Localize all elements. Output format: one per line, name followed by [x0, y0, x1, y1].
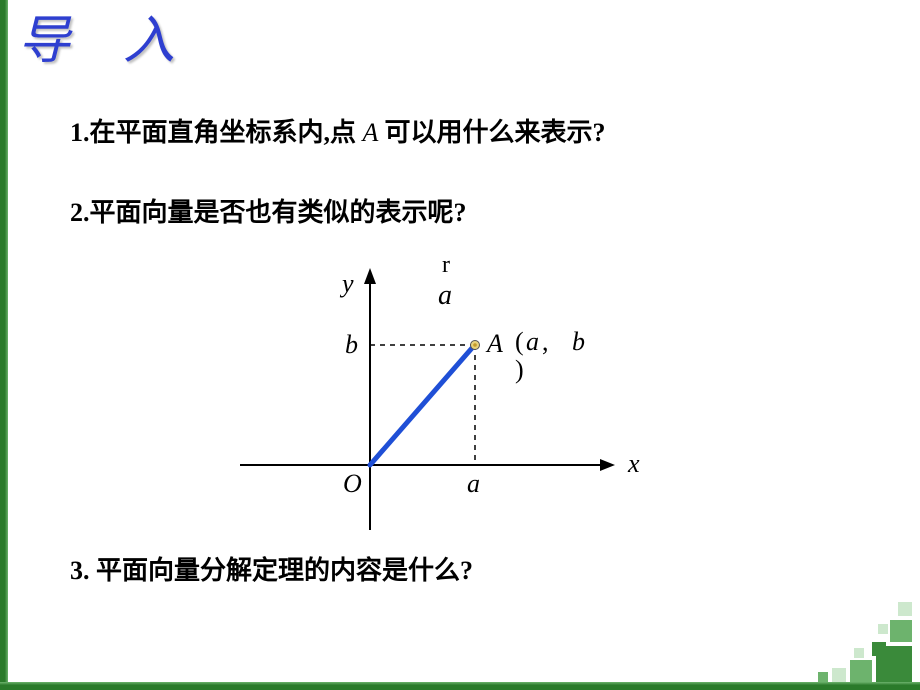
corner-decoration [790, 600, 920, 690]
deco-sq [872, 642, 886, 656]
coordinate-diagram: x y O a b A r a ( a , b ) [210, 250, 650, 540]
deco-sq [878, 624, 888, 634]
question-3: 3. 平面向量分解定理的内容是什么? [70, 550, 473, 587]
deco-sq [876, 646, 912, 682]
deco-sq [854, 648, 864, 658]
left-border [0, 0, 8, 690]
label-a-tick: a [467, 469, 480, 498]
diagram-svg: x y O a b A r a ( a , b ) [210, 250, 650, 540]
coord-open: ( [515, 327, 524, 356]
label-origin: O [343, 469, 362, 498]
coord-close: ) [515, 355, 524, 384]
title-text: 导 入 [18, 13, 195, 70]
label-point-a: A [485, 329, 503, 358]
slide-title: 导 入 [18, 0, 195, 73]
question-2: 2.平面向量是否也有类似的表示呢? [70, 192, 467, 229]
coord-sep: , [542, 327, 549, 356]
label-vec-a: a [438, 280, 452, 311]
question-1: 1.在平面直角坐标系内,点 A 可以用什么来表示? [70, 112, 605, 149]
label-vec-marker: r [442, 252, 450, 278]
label-b-tick: b [345, 330, 358, 359]
deco-sq [818, 672, 828, 682]
bottom-border [0, 682, 920, 690]
point-a-inner [473, 343, 477, 347]
q3-text: 3. 平面向量分解定理的内容是什么? [70, 556, 473, 585]
label-y: y [339, 269, 354, 298]
q1-suffix: 可以用什么来表示? [384, 118, 605, 147]
slide: 导 入 1.在平面直角坐标系内,点 A 可以用什么来表示? 2.平面向量是否也有… [0, 0, 920, 690]
x-axis-arrow [600, 459, 615, 471]
coord-a: a [526, 327, 539, 356]
q2-text: 2.平面向量是否也有类似的表示呢? [70, 198, 467, 227]
label-x: x [627, 449, 640, 478]
deco-sq [890, 620, 912, 642]
y-axis-arrow [364, 268, 376, 284]
coord-b: b [572, 327, 585, 356]
deco-sq [898, 602, 912, 616]
vector-oa [370, 348, 472, 465]
deco-sq [850, 660, 872, 682]
deco-sq [832, 668, 846, 682]
q1-prefix: 1.在平面直角坐标系内,点 [70, 118, 356, 147]
q1-var: A [356, 118, 384, 147]
